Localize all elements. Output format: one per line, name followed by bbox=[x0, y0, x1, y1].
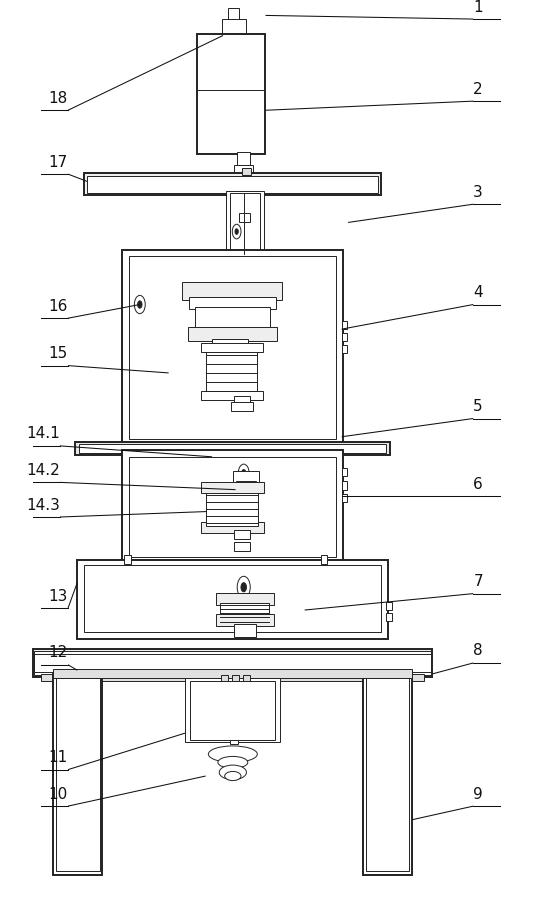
Text: 15: 15 bbox=[49, 346, 68, 361]
Text: 7: 7 bbox=[473, 574, 483, 589]
Bar bbox=[237, 153, 250, 169]
Text: 18: 18 bbox=[49, 91, 68, 106]
Bar bbox=[122, 451, 343, 565]
Bar bbox=[230, 740, 238, 744]
Text: 3: 3 bbox=[473, 185, 483, 200]
Bar bbox=[231, 403, 253, 412]
Bar bbox=[201, 483, 264, 494]
Bar bbox=[243, 675, 250, 681]
Bar bbox=[342, 345, 347, 353]
Circle shape bbox=[235, 230, 238, 235]
Bar bbox=[53, 674, 102, 875]
Text: 1: 1 bbox=[473, 0, 483, 15]
Bar bbox=[237, 260, 254, 271]
Bar bbox=[206, 492, 258, 527]
Bar bbox=[56, 678, 100, 871]
Bar bbox=[228, 9, 239, 23]
Text: 12: 12 bbox=[49, 645, 68, 660]
Bar bbox=[195, 308, 270, 330]
Circle shape bbox=[238, 465, 249, 483]
Bar bbox=[230, 194, 260, 251]
Ellipse shape bbox=[225, 772, 241, 781]
Bar bbox=[234, 624, 256, 638]
Bar bbox=[342, 468, 347, 476]
Text: 10: 10 bbox=[49, 786, 68, 801]
Circle shape bbox=[232, 225, 241, 240]
Bar bbox=[366, 678, 409, 871]
Bar bbox=[182, 282, 282, 301]
Bar bbox=[234, 542, 250, 551]
Bar bbox=[232, 675, 239, 681]
Text: 16: 16 bbox=[48, 299, 68, 313]
Bar bbox=[122, 251, 343, 446]
Bar bbox=[188, 328, 277, 342]
Bar bbox=[206, 351, 257, 396]
Bar bbox=[342, 322, 347, 330]
Bar bbox=[34, 651, 431, 675]
Bar bbox=[226, 191, 264, 255]
Bar bbox=[216, 593, 274, 605]
Circle shape bbox=[241, 583, 246, 592]
Bar bbox=[220, 603, 269, 624]
Bar bbox=[33, 650, 432, 677]
Bar bbox=[124, 556, 131, 565]
Bar bbox=[197, 35, 265, 155]
Bar bbox=[222, 20, 246, 36]
Circle shape bbox=[237, 577, 250, 599]
Bar bbox=[77, 560, 388, 640]
Bar bbox=[216, 614, 274, 626]
Text: 8: 8 bbox=[473, 643, 483, 658]
Text: 9: 9 bbox=[473, 786, 483, 801]
Bar bbox=[201, 343, 263, 353]
Ellipse shape bbox=[218, 756, 248, 769]
Bar bbox=[190, 681, 275, 740]
Bar bbox=[239, 214, 250, 223]
Circle shape bbox=[134, 296, 145, 314]
Text: 6: 6 bbox=[473, 476, 483, 491]
Text: 17: 17 bbox=[49, 155, 68, 169]
Bar bbox=[342, 333, 347, 342]
Bar bbox=[41, 674, 424, 681]
Text: 14.1: 14.1 bbox=[26, 426, 60, 441]
Bar bbox=[79, 445, 386, 454]
Text: 2: 2 bbox=[473, 82, 483, 97]
Bar bbox=[87, 177, 378, 194]
Bar bbox=[201, 392, 263, 401]
Bar bbox=[84, 174, 381, 196]
Bar bbox=[233, 472, 259, 483]
Bar bbox=[363, 674, 412, 875]
Text: 14.3: 14.3 bbox=[26, 497, 60, 512]
Ellipse shape bbox=[219, 765, 246, 780]
Circle shape bbox=[138, 302, 142, 309]
Bar bbox=[321, 556, 327, 565]
Bar bbox=[129, 257, 336, 439]
Bar bbox=[234, 396, 250, 405]
Text: 13: 13 bbox=[48, 589, 68, 603]
Bar bbox=[53, 670, 412, 679]
Bar bbox=[342, 495, 347, 503]
Text: 4: 4 bbox=[473, 285, 483, 300]
Bar bbox=[34, 654, 431, 672]
Bar bbox=[129, 457, 336, 558]
Circle shape bbox=[242, 470, 246, 477]
Bar bbox=[84, 566, 381, 632]
Bar bbox=[235, 252, 256, 261]
Bar bbox=[234, 166, 253, 175]
Text: 14.2: 14.2 bbox=[26, 463, 60, 477]
Ellipse shape bbox=[208, 746, 257, 763]
Bar bbox=[386, 613, 392, 621]
Bar bbox=[386, 602, 392, 610]
Bar bbox=[201, 522, 264, 533]
Bar bbox=[242, 169, 251, 176]
Text: 5: 5 bbox=[473, 399, 483, 414]
Bar bbox=[189, 298, 276, 310]
Text: 11: 11 bbox=[49, 750, 68, 764]
Bar bbox=[342, 482, 347, 490]
Bar bbox=[221, 675, 228, 681]
Bar bbox=[185, 679, 280, 742]
Bar bbox=[75, 443, 390, 456]
Bar bbox=[234, 530, 250, 539]
Bar bbox=[236, 481, 256, 492]
Bar bbox=[212, 340, 248, 352]
